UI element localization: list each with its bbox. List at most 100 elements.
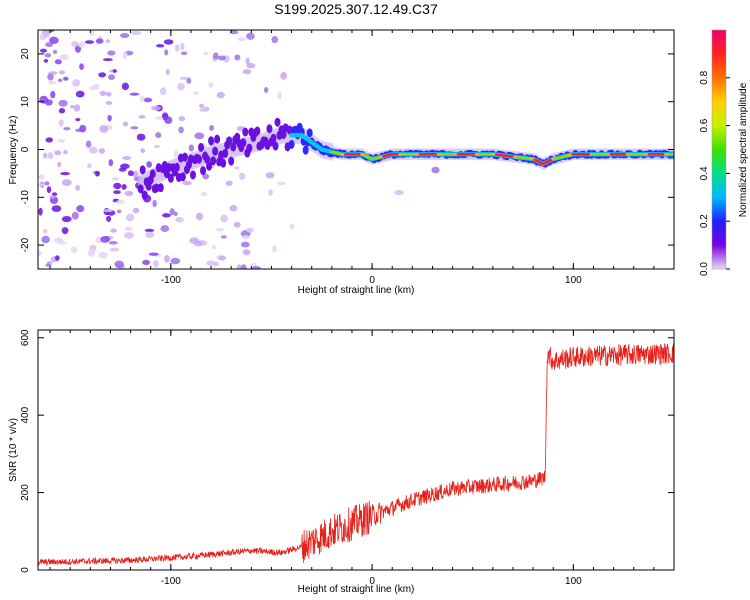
noise-speckle: [76, 205, 85, 213]
noise-speckle: [108, 240, 118, 245]
noise-speckle: [175, 217, 184, 223]
noise-speckle: [52, 50, 58, 54]
spectrogram-y-tick-label: 10: [20, 96, 31, 108]
noise-speckle: [170, 257, 181, 265]
noise-speckle: [57, 138, 66, 143]
noise-speckle: [71, 211, 79, 220]
noise-speckle: [113, 182, 122, 190]
ridge-core: [230, 142, 237, 152]
ridge-core: [266, 124, 273, 134]
noise-speckle: [79, 124, 87, 133]
noise-speckle: [125, 213, 135, 222]
noise-speckle: [54, 59, 62, 65]
noise-speckle: [45, 263, 52, 267]
ridge-core: [212, 146, 219, 156]
noise-speckle: [124, 190, 134, 197]
ridge-core: [198, 142, 205, 152]
noise-speckle: [63, 76, 69, 81]
noise-speckle: [72, 79, 81, 87]
noise-speckle: [44, 42, 54, 48]
noise-speckle: [49, 36, 59, 44]
noise-speckle: [186, 77, 192, 84]
noise-speckle: [44, 181, 50, 186]
spectrogram-y-axis-label: Frequency (Hz): [8, 116, 19, 185]
noise-speckle: [63, 126, 71, 131]
noise-speckle: [289, 223, 295, 230]
noise-speckle: [195, 212, 204, 221]
noise-speckle: [60, 172, 71, 176]
noise-speckle: [271, 36, 279, 44]
noise-speckle: [272, 245, 277, 253]
noise-speckle: [130, 126, 139, 130]
noise-speckle: [188, 144, 195, 152]
noise-speckle: [179, 76, 189, 81]
noise-speckle: [50, 90, 56, 99]
snr-line: [38, 343, 674, 567]
noise-speckle: [85, 140, 92, 148]
noise-speckle: [111, 177, 120, 181]
noise-speckle: [58, 99, 68, 107]
noise-speckle: [48, 71, 58, 75]
spectrogram-heatmap: [38, 30, 674, 269]
noise-speckle: [57, 241, 67, 245]
noise-speckle: [56, 237, 61, 243]
noise-speckle: [173, 211, 178, 217]
ridge-core: [196, 154, 203, 164]
noise-speckle: [245, 57, 250, 65]
noise-speckle: [100, 236, 111, 243]
noise-speckle: [43, 58, 49, 63]
noise-speckle: [129, 92, 140, 96]
noise-speckle: [61, 216, 72, 223]
noise-speckle: [199, 103, 205, 108]
ridge-core: [157, 183, 164, 193]
noise-speckle: [212, 52, 219, 60]
noise-speckle: [88, 146, 98, 154]
noise-speckle: [160, 225, 170, 233]
noise-speckle: [43, 152, 48, 159]
ridge-core: [141, 190, 148, 200]
noise-speckle: [98, 72, 107, 78]
noise-speckle: [131, 30, 142, 36]
noise-speckle: [220, 214, 228, 223]
noise-speckle: [242, 69, 252, 75]
noise-speckle: [47, 152, 54, 159]
colorbar-tick-label: 0.0: [699, 262, 710, 276]
ridge-core: [220, 158, 227, 168]
noise-speckle: [173, 150, 179, 159]
noise-speckle: [431, 166, 440, 174]
noise-speckle: [265, 172, 275, 179]
noise-speckle: [276, 181, 287, 186]
noise-speckle: [103, 208, 113, 213]
noise-speckle: [209, 124, 215, 131]
ridge-core: [274, 117, 281, 127]
noise-speckle: [70, 246, 78, 254]
noise-speckle: [146, 161, 153, 168]
noise-speckle: [280, 71, 288, 80]
noise-speckle: [106, 215, 112, 222]
noise-speckle: [107, 50, 116, 56]
noise-speckle: [70, 104, 75, 109]
noise-speckle: [164, 49, 169, 56]
spectrogram-y-tick-label: -10: [20, 190, 31, 205]
noise-speckle: [122, 121, 129, 127]
colorbar-ticks: 0.0 0.2 0.4 0.6 0.8: [699, 70, 730, 276]
noise-speckle: [178, 126, 184, 134]
noise-speckle: [57, 78, 63, 83]
ridge-core: [272, 141, 279, 151]
noise-speckle: [99, 124, 109, 133]
noise-speckle: [217, 55, 226, 61]
noise-speckle: [42, 228, 48, 234]
noise-speckle: [44, 99, 53, 106]
noise-speckle: [174, 44, 180, 52]
noise-speckle: [116, 209, 122, 214]
noise-speckle: [77, 41, 86, 48]
noise-speckle: [246, 227, 255, 233]
noise-speckle: [58, 70, 66, 75]
noise-speckle: [95, 38, 104, 44]
noise-speckle: [153, 260, 159, 268]
noise-speckle: [241, 235, 250, 240]
ridge-core: [214, 134, 221, 144]
spectrogram-x-tick-label: 0: [369, 275, 375, 286]
noise-speckle: [163, 39, 174, 45]
